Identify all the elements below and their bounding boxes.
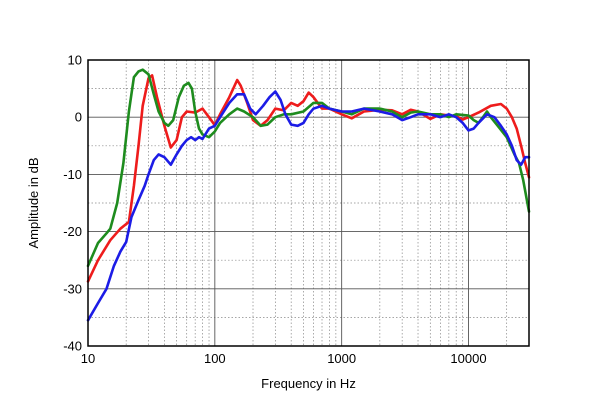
minor-grid bbox=[88, 60, 530, 346]
series-layer bbox=[86, 68, 531, 322]
y-tick-label: -30 bbox=[63, 281, 82, 296]
y-tick-label: -10 bbox=[63, 167, 82, 182]
x-tick-label: 10000 bbox=[450, 351, 486, 366]
x-axis-label: Frequency in Hz bbox=[261, 376, 356, 391]
y-tick-label: 10 bbox=[68, 53, 82, 68]
series-line-3 bbox=[86, 90, 531, 322]
series-line-1 bbox=[86, 74, 531, 283]
series-line-2 bbox=[86, 68, 531, 268]
y-tick-label: 0 bbox=[75, 110, 82, 125]
x-tick-label: 1000 bbox=[327, 351, 356, 366]
x-tick-label: 100 bbox=[204, 351, 226, 366]
y-tick-label: -40 bbox=[63, 339, 82, 354]
plot-frame bbox=[87, 59, 530, 347]
y-axis-label: Amplitude in dB bbox=[26, 157, 41, 248]
x-tick-label: 10 bbox=[81, 351, 95, 366]
y-tick-label: -20 bbox=[63, 224, 82, 239]
